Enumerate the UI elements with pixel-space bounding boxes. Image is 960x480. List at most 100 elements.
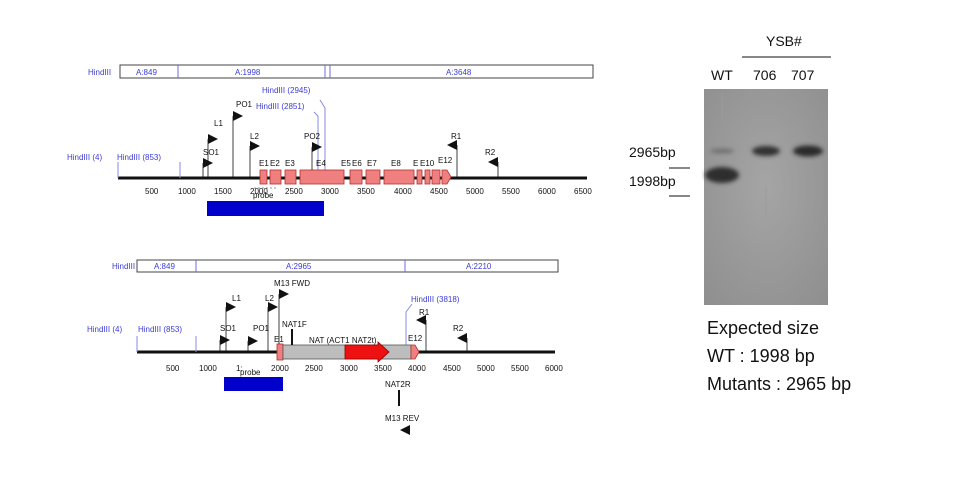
nat-arrow-icon: [344, 341, 390, 363]
tick-label: 3500: [357, 187, 375, 196]
hindiii-site-label: HindIII (2851): [256, 102, 305, 111]
expected-title: Expected size: [707, 318, 819, 338]
mut-primers: L1 L2 SO1 PO1 M13 FWD NAT1F: [219, 279, 468, 435]
tick-label: 3000: [340, 364, 358, 373]
hindiii-site-label: HindIII (4): [67, 153, 102, 162]
primer-flag-icon: [311, 142, 322, 170]
tick-label: 1000: [199, 364, 217, 373]
tick-label: 4000: [408, 364, 426, 373]
gel-band-wt: [705, 167, 739, 183]
tick-label: 500: [145, 187, 159, 196]
hindiii-site-label: HindIII (3818): [411, 295, 460, 304]
fragment-label: A:1998: [235, 68, 261, 77]
primer-label: L1: [232, 294, 241, 303]
fragment-label: A:2210: [466, 262, 492, 271]
exon-e12: [410, 344, 420, 360]
probe-bar: [224, 377, 283, 391]
ysb-group-label: YSB#: [766, 33, 802, 49]
tick-label: 2000: [271, 364, 289, 373]
probe-label: probe: [253, 191, 274, 200]
primer-flag-icon: [488, 157, 499, 178]
primer-label: NAT1F: [282, 320, 307, 329]
exon-label: E5: [341, 159, 351, 168]
tick-label: 4500: [443, 364, 461, 373]
primer-label: PO1: [236, 100, 253, 109]
primer-label: PO1: [253, 324, 270, 333]
exon-label: E4: [316, 159, 326, 168]
primer-label: R1: [451, 132, 462, 141]
wt-exons: [259, 169, 452, 185]
marker-label: 1998bp: [629, 173, 676, 189]
wt-fragment-bar: HindIII A:849 A:1998 A:3648: [88, 64, 594, 79]
tick-label: 4000: [394, 187, 412, 196]
wt-map: HindIII A:849 A:1998 A:3648 HindIII (4) …: [67, 64, 594, 216]
lane-label: 706: [753, 67, 777, 83]
primer-label: PO2: [304, 132, 321, 141]
lane-label: WT: [711, 67, 733, 83]
exon-label: E3: [285, 159, 295, 168]
fragment-label: A:849: [154, 262, 175, 271]
primer-flag-icon: [267, 302, 278, 352]
tick-label: 5500: [502, 187, 520, 196]
tick-label: 6000: [538, 187, 556, 196]
cassette-label: NAT (ACT1 NAT2t): [309, 336, 377, 345]
mut-axis-ticks: 500 1000 1: 2000 2500 3000 3500 4000 450…: [166, 364, 563, 373]
tick-label: 3500: [374, 364, 392, 373]
gel-band-faint: [710, 148, 734, 154]
gel-header: YSB# WT 706 707: [711, 33, 831, 83]
primer-label: SO1: [220, 324, 237, 333]
marker-label: 2965bp: [629, 144, 676, 160]
mutant-map: HindIII A:849 A:2965 A:2210 HindIII (4) …: [87, 259, 563, 435]
exon-label: E8: [391, 159, 401, 168]
primer-label: R2: [453, 324, 464, 333]
gel-band-706: [752, 146, 780, 156]
primer-label: L2: [250, 132, 259, 141]
primer-flag-icon: [232, 111, 243, 178]
primer-label: M13 REV: [385, 414, 420, 423]
exon-label: E: [413, 159, 418, 168]
probe-label: probe: [240, 368, 261, 377]
exon-label: E6: [352, 159, 362, 168]
exon-label: E12: [438, 156, 453, 165]
tick-label: 4500: [430, 187, 448, 196]
tick-label: 5000: [466, 187, 484, 196]
wt-axis-ticks: 500 1000 1500 2000 2500 3000 3500 4000 4…: [145, 187, 592, 196]
primer-label: L2: [265, 294, 274, 303]
primer-flag-icon: [249, 141, 260, 178]
tick-label: 2500: [285, 187, 303, 196]
exon-label: E1: [259, 159, 269, 168]
fragment-label: A:3648: [446, 68, 472, 77]
exon-label: E7: [367, 159, 377, 168]
tick-label: 5000: [477, 364, 495, 373]
hindiii-site-label: HindIII (2945): [262, 86, 311, 95]
gel-image: [704, 89, 828, 305]
primer-flag-icon: [278, 289, 289, 344]
tick-label: 1000: [178, 187, 196, 196]
primer-flag-icon: [400, 425, 410, 435]
hindiii-site-label: HindIII (4): [87, 325, 122, 334]
primer-label: NAT2R: [385, 380, 411, 389]
probe-bar: [207, 201, 324, 216]
primer-label: L1: [214, 119, 223, 128]
tick-label: 2000: [250, 187, 268, 196]
gel-band-707: [793, 145, 823, 157]
hindiii-site-label: HindIII (853): [138, 325, 182, 334]
primer-label: R1: [419, 308, 430, 317]
primer-flag-icon: [207, 134, 218, 178]
lane-label: 707: [791, 67, 815, 83]
tick-label: 500: [166, 364, 180, 373]
primer-flag-icon: [416, 315, 427, 352]
primer-flag-icon: [202, 158, 213, 178]
mut-fragment-bar: HindIII A:849 A:2965 A:2210: [112, 259, 559, 273]
primer-flag-icon: [219, 335, 230, 352]
primer-flag-icon: [457, 333, 468, 352]
exon-label: E2: [270, 159, 280, 168]
tick-label: 6000: [545, 364, 563, 373]
hindiii-site-label: HindIII (853): [117, 153, 161, 162]
fragment-enzyme-label: HindIII: [112, 262, 135, 271]
size-markers: 2965bp 1998bp: [629, 144, 690, 197]
expected-mut: Mutants : 2965 bp: [707, 374, 851, 394]
expected-wt: WT : 1998 bp: [707, 346, 815, 366]
primer-flag-icon: [447, 140, 458, 178]
tick-label: 6500: [574, 187, 592, 196]
